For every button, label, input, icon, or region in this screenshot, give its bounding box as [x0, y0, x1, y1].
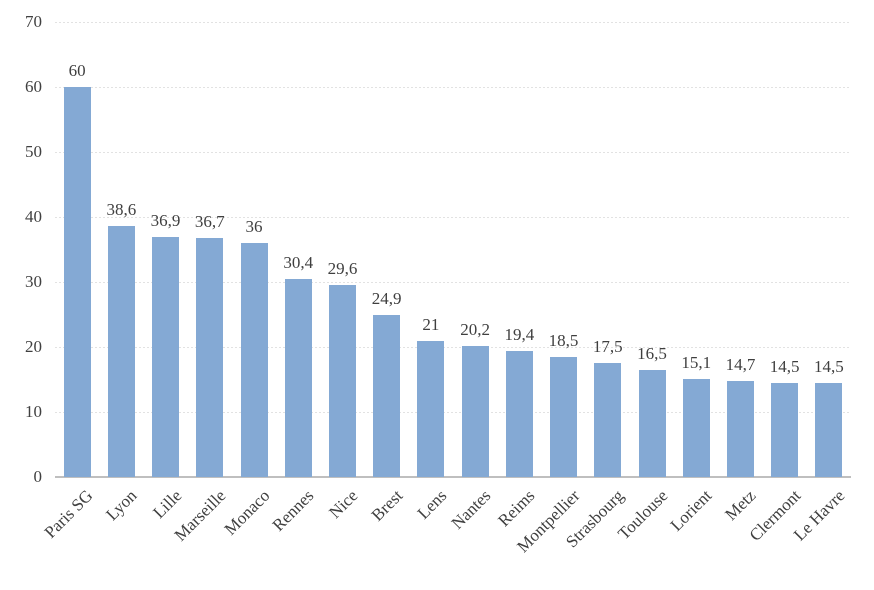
bar-value-label: 18,5: [548, 330, 579, 350]
y-tick-label: 0: [33, 467, 43, 486]
gridline: [55, 347, 851, 348]
bar-value-label: 15,1: [681, 352, 712, 372]
bar: [638, 369, 666, 477]
bar-value-label: 29,6: [327, 258, 358, 278]
bar-value-label: 16,5: [637, 343, 667, 363]
bar-value-label: 21: [422, 314, 440, 334]
bar-value-label: 20,2: [460, 319, 490, 339]
y-tick-label: 30: [25, 272, 42, 291]
bar-value-label: 14,5: [814, 356, 844, 376]
bar: [550, 356, 578, 477]
bar: [726, 381, 754, 477]
y-tick-label: 40: [25, 207, 42, 226]
y-tick-label: 10: [25, 402, 42, 421]
bar-value-label: 14,7: [725, 355, 756, 375]
bar: [771, 382, 799, 477]
bar: [815, 382, 843, 477]
gridline: [55, 217, 851, 218]
gridline: [55, 282, 851, 283]
bar-value-label: 14,5: [769, 356, 800, 376]
bar: [682, 378, 710, 477]
gridline: [55, 87, 851, 88]
gridline: [55, 22, 851, 23]
bar-value-label: 24,9: [371, 289, 402, 309]
bar: [284, 279, 312, 477]
y-tick-label: 70: [25, 12, 42, 31]
bar-value-label: 36,9: [150, 211, 181, 231]
bar-value-label: 30,4: [283, 253, 314, 273]
bar: [107, 226, 135, 477]
bar-value-label: 38,6: [106, 200, 137, 220]
bar-value-label: 60: [68, 61, 86, 80]
bar: [152, 237, 180, 477]
bar: [63, 87, 91, 477]
y-tick-label: 20: [25, 337, 42, 356]
bar-value-label: 36: [245, 217, 263, 236]
bar: [417, 340, 445, 477]
bar: [594, 363, 622, 477]
y-tick-label: 60: [25, 77, 42, 96]
bar: [240, 243, 268, 477]
bar: [461, 345, 489, 477]
bar: [196, 238, 224, 477]
bar: [505, 350, 533, 477]
bar-value-label: 19,4: [504, 324, 535, 344]
bar: [328, 284, 356, 477]
x-axis-line: [55, 476, 851, 478]
y-tick-label: 50: [25, 142, 42, 161]
gridline: [55, 412, 851, 413]
bar: [373, 315, 401, 477]
bar-value-label: 36,7: [194, 212, 225, 232]
gridline: [55, 152, 851, 153]
bar-value-label: 17,5: [592, 337, 623, 357]
